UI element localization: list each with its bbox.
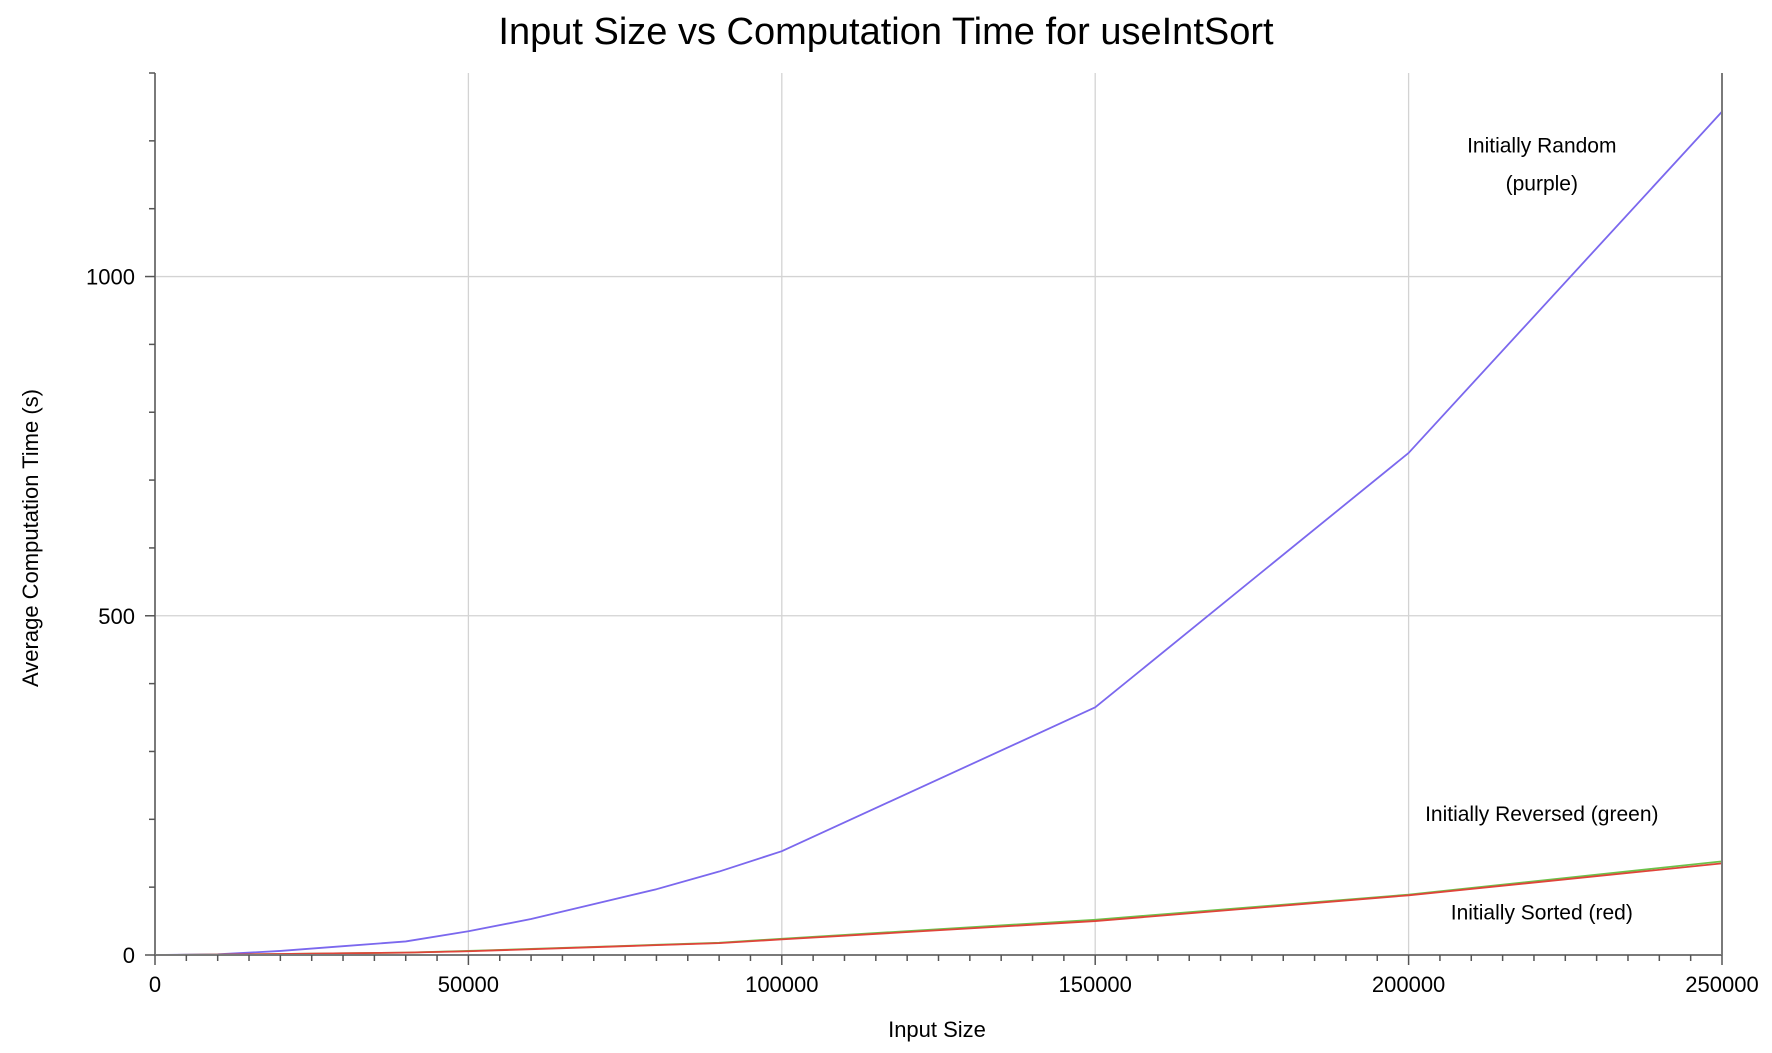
- axes: [145, 72, 1723, 965]
- chart-title: Input Size vs Computation Time for useIn…: [498, 11, 1274, 53]
- annotation-reversed: Initially Reversed (green): [1425, 803, 1658, 826]
- annotation-random: Initially Random: [1467, 134, 1616, 157]
- x-tick-label: 200000: [1372, 972, 1445, 997]
- x-tick-label: 250000: [1685, 972, 1758, 997]
- y-tick-label: 0: [123, 943, 135, 968]
- x-tick-label: 100000: [745, 972, 818, 997]
- series-lines: [154, 110, 1723, 956]
- annotations: Initially Random (purple) Initially Revers…: [1425, 134, 1658, 924]
- annotation-sorted: Initially Sorted (red): [1451, 902, 1633, 925]
- series-line-sorted: [154, 862, 1723, 956]
- tick-labels: 0 50000 100000 150000 200000 250000 0 500 1000: [86, 265, 1759, 997]
- y-tick-label: 1000: [86, 265, 135, 290]
- x-axis-label: Input Size: [888, 1017, 986, 1042]
- series-line-random: [154, 110, 1723, 956]
- x-tick-label: 0: [149, 972, 161, 997]
- x-tick-label: 150000: [1058, 972, 1131, 997]
- x-tick-label: 50000: [438, 972, 499, 997]
- y-axis-label: Average Computation Time (s): [18, 389, 43, 687]
- annotation-random: (purple): [1506, 172, 1578, 195]
- y-tick-label: 500: [98, 604, 135, 629]
- grid-lines: [155, 73, 1722, 955]
